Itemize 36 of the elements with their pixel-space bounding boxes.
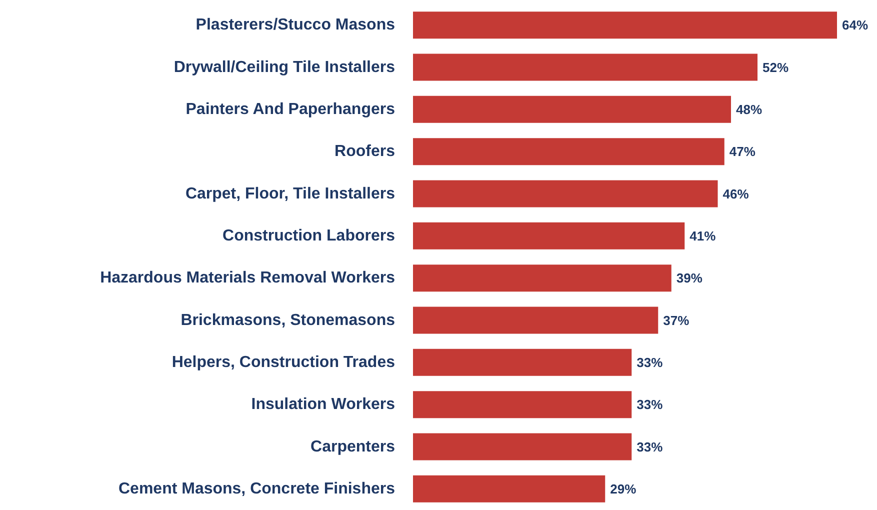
data-label: 64%: [842, 18, 868, 33]
bar: [413, 12, 837, 39]
bar: [413, 391, 632, 418]
bar: [413, 264, 672, 292]
y-tick-label: Roofers: [334, 143, 396, 160]
bar: [413, 306, 658, 334]
data-label: 52%: [762, 60, 789, 75]
y-tick-label: Cement Masons, Concrete Finishers: [118, 480, 396, 498]
data-label: 39%: [676, 270, 703, 286]
y-tick-label: Hazardous Materials Removal Workers: [100, 270, 396, 287]
y-tick-label: Carpet, Floor, Tile Installers: [185, 185, 396, 202]
y-tick-label: Plasterers/Stucco Masons: [196, 16, 396, 34]
y-tick-label: Insulation Workers: [251, 396, 396, 414]
bar: [413, 138, 724, 166]
data-label: 33%: [636, 354, 664, 370]
data-label: 46%: [722, 186, 750, 202]
bar: [413, 180, 718, 208]
y-tick-label: Drywall/Ceiling Tile Installers: [174, 58, 396, 76]
y-tick-label: Painters And Paperhangers: [186, 100, 396, 118]
y-tick-label: Brickmasons, Stonemasons: [180, 312, 396, 329]
data-label: 48%: [736, 102, 762, 117]
data-label: 37%: [663, 312, 690, 328]
data-label: 29%: [610, 481, 637, 496]
data-label: 41%: [690, 228, 716, 244]
bar: [413, 222, 685, 250]
y-tick-label: Carpenters: [310, 438, 396, 456]
bar: [413, 54, 758, 81]
bar: [413, 96, 731, 123]
y-tick-label: Construction Laborers: [222, 227, 396, 244]
bar: [413, 475, 606, 502]
bar: [413, 433, 632, 460]
data-label: 33%: [636, 397, 664, 412]
data-label: 47%: [729, 144, 756, 160]
data-label: 33%: [636, 439, 664, 454]
y-tick-label: Helpers, Construction Trades: [172, 354, 396, 371]
bar: [413, 348, 632, 376]
